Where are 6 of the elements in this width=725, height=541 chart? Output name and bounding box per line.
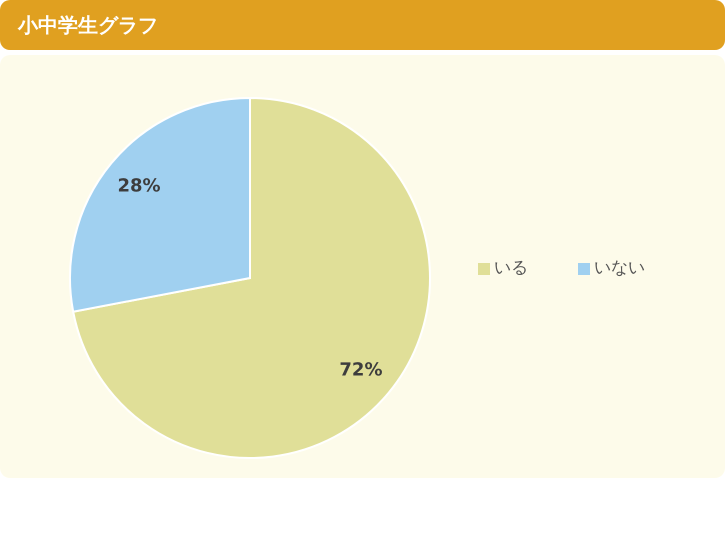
data-label: 72% — [339, 359, 382, 380]
legend-label: いる — [494, 258, 528, 278]
chart-title: 小中学生グラフ — [0, 0, 725, 50]
data-label: 28% — [118, 176, 161, 197]
pie-slice — [72, 97, 431, 459]
legend-label: いない — [594, 258, 645, 278]
